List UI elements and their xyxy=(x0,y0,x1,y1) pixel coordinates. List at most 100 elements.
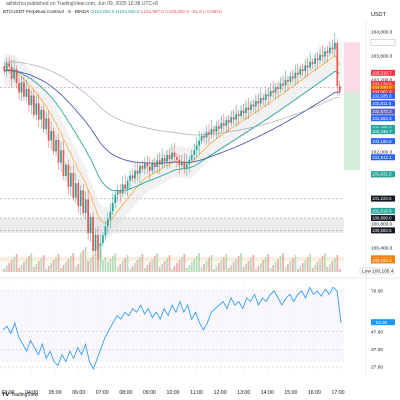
candle-body xyxy=(92,216,94,251)
volume-bar xyxy=(232,262,235,272)
candle-body xyxy=(129,175,131,181)
candle-body xyxy=(171,152,173,160)
volume-bar xyxy=(306,257,309,272)
volume-bar xyxy=(92,255,94,272)
candle-body xyxy=(72,173,75,198)
volume-bar xyxy=(329,264,331,272)
candle-body xyxy=(69,173,72,187)
candle-body xyxy=(119,190,122,194)
price-tag-label: 102,673.2 xyxy=(372,109,392,114)
time-tick-label: 17:00 xyxy=(332,390,345,396)
volume-bar xyxy=(178,260,181,272)
volume-bar xyxy=(284,267,287,272)
candle-body xyxy=(151,163,154,171)
price-tag xyxy=(370,39,396,46)
volume-bar xyxy=(109,259,112,272)
volume-bar xyxy=(15,254,18,272)
candle-body xyxy=(272,90,275,93)
volume-bar xyxy=(151,259,154,272)
position-target-box xyxy=(344,42,360,92)
candle-body xyxy=(3,66,6,71)
volume-bar xyxy=(166,258,168,272)
time-tick-label: 03:00 xyxy=(2,390,15,396)
candle-body xyxy=(45,118,48,130)
published-caption: akhitchoi published on TradingView.com, … xyxy=(6,1,158,7)
chart-header: akhitchoi published on TradingView.com, … xyxy=(0,0,400,20)
price-tag-label: 100,899.0 xyxy=(372,216,392,221)
candle-body xyxy=(102,235,104,244)
volume-bar xyxy=(301,263,304,272)
price-tag xyxy=(371,227,395,234)
volume-bar xyxy=(289,261,292,272)
volume-bar xyxy=(264,257,267,272)
volume-bar xyxy=(247,261,250,272)
volume-bar xyxy=(148,262,151,272)
volume-bar xyxy=(139,257,141,272)
candle-body xyxy=(178,159,181,166)
candle-body xyxy=(57,140,60,163)
volume-bar xyxy=(294,255,297,272)
candle-body xyxy=(136,170,139,174)
volume-bar xyxy=(331,261,334,272)
volume-bar xyxy=(57,254,60,272)
time-tick-label: 07:00 xyxy=(96,390,109,396)
volume-bar xyxy=(13,257,15,272)
volume-bar xyxy=(208,258,210,272)
volume-bar xyxy=(259,263,262,272)
symbol-title[interactable]: BTCUSDT Perpetual Contract · 5 · BINGX xyxy=(3,9,90,14)
volume-bar xyxy=(185,268,188,272)
candle-body xyxy=(42,110,45,130)
candle-body xyxy=(287,80,289,82)
volume-bar xyxy=(242,267,245,272)
candle-body xyxy=(245,107,247,113)
time-tick-label: 05:00 xyxy=(49,390,62,396)
candle-body xyxy=(289,76,292,82)
candle-body xyxy=(333,42,336,50)
time-tick-label: 08:00 xyxy=(119,390,132,396)
volume-bar xyxy=(269,268,272,272)
candle-body xyxy=(185,164,188,169)
volume-bar xyxy=(77,264,80,272)
candle-body xyxy=(158,160,161,165)
close-value: 103,002.9 xyxy=(168,9,189,14)
candle-body xyxy=(65,164,67,176)
candle-body xyxy=(274,87,277,93)
price-tag xyxy=(371,195,395,202)
rsi-tick-label: 37.00 xyxy=(371,347,383,353)
candle-body xyxy=(301,69,304,71)
volume-bar xyxy=(222,257,225,272)
candle-body xyxy=(247,107,250,110)
price-tag xyxy=(371,257,395,264)
candle-body xyxy=(319,54,321,61)
volume-bar xyxy=(74,267,77,272)
price-tag-label: 102,400.3 xyxy=(372,126,392,131)
candle-body xyxy=(126,180,129,189)
indicator-layer xyxy=(4,39,341,239)
candle-body xyxy=(82,190,85,214)
volume-layer xyxy=(3,246,341,272)
volume-bar xyxy=(336,255,339,272)
candle-body xyxy=(168,155,171,160)
candle-body xyxy=(13,69,15,79)
position-stop-box xyxy=(344,91,360,170)
volume-bar xyxy=(292,258,294,272)
volume-bar xyxy=(252,255,255,272)
volume-bar xyxy=(106,262,109,272)
candle-body xyxy=(331,47,334,50)
volume-bar xyxy=(205,261,208,272)
volume-bar xyxy=(203,264,205,272)
volume-bar xyxy=(30,253,33,272)
candle-body xyxy=(267,94,270,97)
price-tick-label: 100,400.0 xyxy=(371,246,393,252)
ema-mid-line xyxy=(4,69,341,192)
candle-body xyxy=(215,126,218,132)
volume-bar xyxy=(82,250,85,272)
candle-body xyxy=(284,80,287,86)
volume-bar xyxy=(79,253,82,272)
volume-bar xyxy=(8,263,11,272)
ohlc-row: BTCUSDT Perpetual Contract · 5 · BINGX O… xyxy=(3,9,222,14)
candle-body xyxy=(40,110,43,120)
volume-bar xyxy=(277,259,279,272)
candle-body xyxy=(156,160,159,167)
